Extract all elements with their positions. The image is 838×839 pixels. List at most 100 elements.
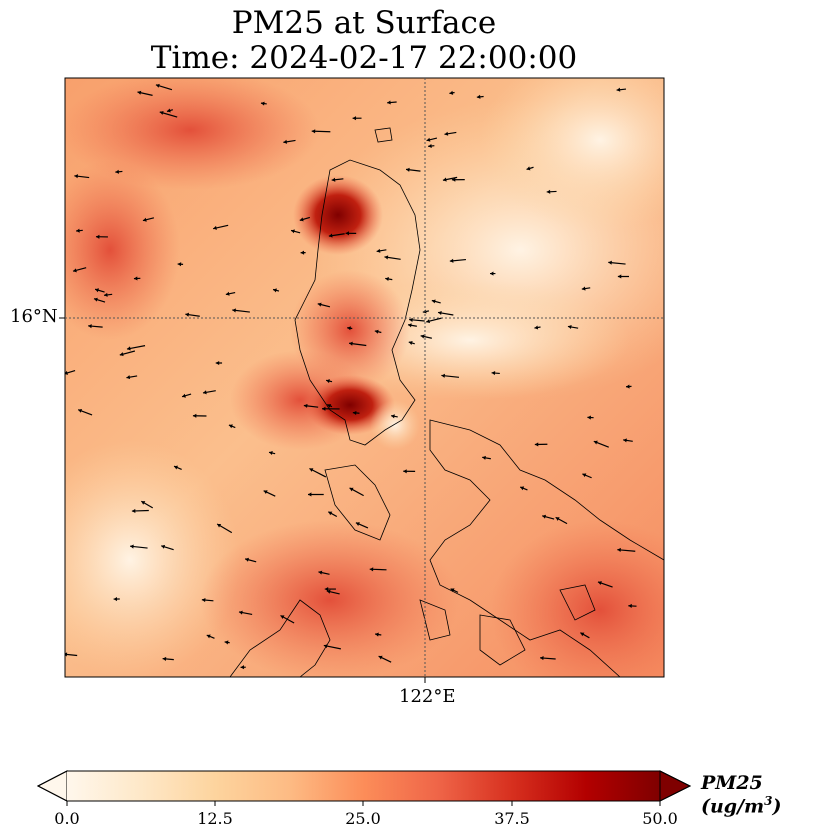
wind-arrow-head (449, 90, 454, 95)
wind-arrow-head (202, 390, 207, 395)
colorbar-extend-max (659, 770, 692, 802)
wind-arrow-head (309, 468, 314, 472)
wind-arrow-head (623, 438, 627, 443)
wind-arrow-head (185, 312, 190, 317)
wind-arrow-head (280, 615, 285, 619)
coastline-islands (374, 127, 596, 666)
colorbar-tick: 25.0 (345, 809, 381, 828)
wind-arrow-head (307, 492, 312, 497)
wind-arrow-head (283, 139, 288, 144)
lat-tick-label: 16°N (10, 306, 58, 327)
wind-arrow-head (587, 415, 591, 420)
colorbar-tick: 12.5 (197, 809, 233, 828)
wind-arrow-head (245, 557, 249, 562)
wind-arrow-head (322, 406, 326, 411)
wind-arrow-head (431, 299, 436, 304)
wind-arrow-head (408, 341, 413, 346)
wind-arrow-head (385, 276, 389, 282)
wind-arrow-head (174, 465, 178, 470)
wind-arrow-head (534, 442, 539, 447)
wind-arrow-head (408, 323, 412, 328)
colorbar-tick: 0.0 (54, 809, 80, 828)
wind-arrow-head (326, 379, 330, 384)
wind-arrow-head (141, 501, 146, 505)
wind-arrow-head (273, 288, 277, 293)
wind-arrow-head (131, 508, 136, 514)
wind-arrow-head (327, 404, 332, 408)
wind-arrow-head (311, 129, 316, 134)
map-title-line-2: Time: 2024-02-17 22:00:00 (150, 40, 578, 76)
pm25-field (65, 78, 664, 677)
wind-arrow-head (162, 656, 167, 662)
wind-arrow-head (303, 403, 308, 408)
wind-arrow-head (88, 324, 92, 329)
wind-arrow-head (449, 258, 454, 263)
wind-arrow-head (115, 169, 119, 174)
wind-arrow-head (65, 652, 68, 657)
wind-arrow-head (206, 634, 211, 639)
wind-arrow-head (387, 100, 391, 105)
wind-arrow-head (450, 588, 455, 593)
wind-arrow-head (323, 644, 328, 649)
wind-arrow-head (130, 544, 134, 549)
wind-arrow-head (616, 87, 621, 92)
wind-arrow-head (567, 324, 572, 330)
wind-arrow-head (491, 370, 496, 376)
wind-arrow-head (126, 346, 131, 351)
wind-arrow-head (378, 655, 383, 660)
wind-arrow-head (406, 167, 410, 172)
wind-arrow-head (328, 233, 333, 238)
wind-arrow-head (352, 116, 357, 121)
wind-arrow-head (384, 255, 389, 260)
wind-arrow-head (555, 517, 560, 521)
wind-arrow-head (113, 596, 118, 602)
wind-arrow-head (166, 108, 171, 113)
wind-vectors (65, 83, 637, 670)
wind-arrow-head (597, 581, 602, 586)
wind-arrow-head (542, 514, 547, 519)
colorbar-extend-min (36, 770, 68, 802)
wind-arrow-head (391, 414, 395, 419)
wind-arrow-head (104, 292, 108, 297)
coastline-bicol (429, 419, 664, 677)
wind-arrow-head (355, 522, 360, 526)
wind-arrow-head (580, 632, 585, 637)
wind-arrow-head (428, 143, 432, 149)
wind-arrow-head (626, 384, 630, 389)
wind-arrow-head (291, 229, 295, 234)
wind-arrow-head (490, 271, 494, 276)
wind-arrow-head (426, 319, 431, 324)
wind-arrow-head (299, 217, 304, 222)
wind-arrow-head (617, 547, 621, 553)
wind-arrow-head (215, 360, 220, 366)
wind-arrow-head (161, 544, 166, 549)
coastline-mindoro (324, 464, 391, 541)
wind-arrow-head (95, 234, 100, 239)
wind-arrow-head (269, 451, 273, 456)
wind-arrow-head (628, 603, 632, 608)
wind-arrow-head (426, 137, 431, 142)
wind-arrow-head (369, 567, 374, 572)
wind-arrow-head (137, 90, 142, 95)
wind-arrow-head (318, 570, 323, 575)
wind-arrow-head (441, 373, 446, 378)
wind-arrow-head (225, 291, 230, 296)
wind-arrow-head (375, 632, 379, 637)
wind-arrow-head (232, 308, 236, 313)
wind-arrow-head (213, 225, 217, 230)
wind-arrow-head (93, 297, 98, 302)
colorbar-tick: 50.0 (642, 809, 678, 828)
coastline-luzon (294, 159, 421, 446)
wind-arrow-head (349, 487, 354, 492)
wind-arrow-head (520, 486, 525, 491)
wind-arrow-head (119, 352, 124, 357)
wind-arrow-head (374, 329, 379, 334)
wind-arrow-head (142, 217, 147, 222)
wind-arrow-head (581, 286, 586, 291)
colorbar-tick: 37.5 (494, 809, 530, 828)
colorbar-label: PM25 (ug/m3) (701, 772, 782, 818)
wind-arrow-head (482, 455, 486, 460)
wind-arrow-head (617, 274, 622, 279)
